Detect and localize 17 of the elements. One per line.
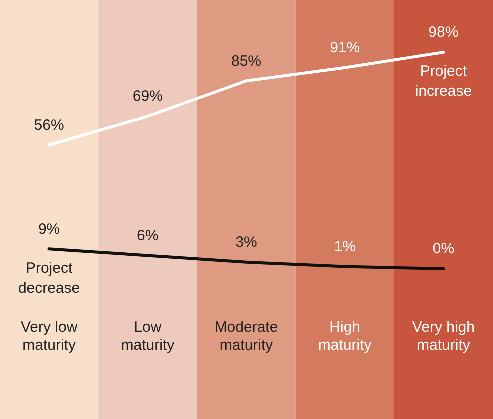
data-label: 91% [330,40,360,57]
series-label: Project increase [415,63,472,100]
data-label: 6% [137,227,159,244]
data-label: 56% [34,116,64,134]
x-tick-label: High maturity [318,319,372,354]
data-label: 1% [334,238,356,256]
data-label: 69% [132,88,163,106]
data-label: 0% [432,240,455,258]
x-tick-label: Low maturity [121,319,176,354]
x-tick-label: Very high maturity [412,319,475,354]
data-label: 85% [231,52,262,70]
x-tick-label: Very low maturity [20,319,78,354]
data-label: 3% [236,234,258,252]
data-label: 9% [38,220,60,238]
data-label: 98% [428,24,459,42]
series-label: Project decrease [18,260,80,297]
x-tick-label: Moderate maturity [214,319,278,354]
